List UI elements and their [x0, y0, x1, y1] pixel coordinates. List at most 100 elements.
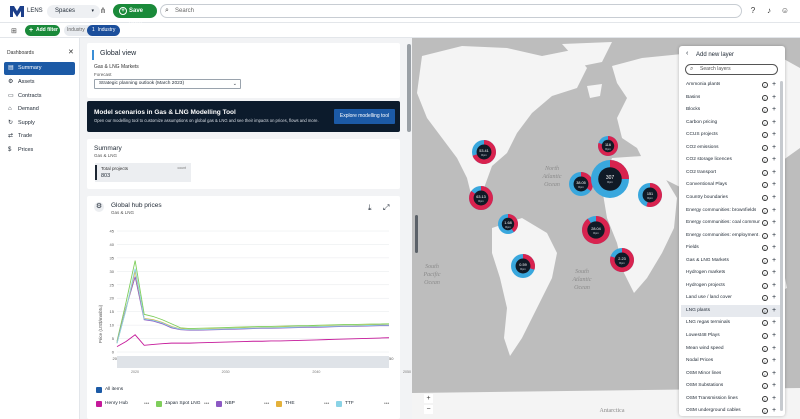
info-icon[interactable]: i — [762, 119, 768, 126]
layer-item[interactable]: OSM Transmission lines i + — [681, 393, 783, 406]
sidebar-item-supply[interactable]: ↻ Supply — [4, 117, 75, 130]
more-icon[interactable]: ••• — [384, 401, 390, 407]
add-layer-icon[interactable]: + — [772, 357, 777, 365]
layer-item[interactable]: Lowest48 Plays i + — [681, 330, 783, 343]
layer-item[interactable]: Mean wind speed i + — [681, 343, 783, 356]
zoom-in-button[interactable]: + — [424, 394, 433, 403]
info-icon[interactable]: i — [762, 207, 768, 214]
lens-logo-icon[interactable] — [10, 6, 24, 17]
layer-item[interactable]: LNG regas terminals i + — [681, 317, 783, 330]
layer-item[interactable]: Hydrogen markets i + — [681, 267, 783, 280]
add-layer-icon[interactable]: + — [772, 369, 777, 377]
layer-item[interactable]: LNG plants i + — [681, 304, 783, 318]
info-icon[interactable]: i — [762, 270, 768, 277]
add-layer-icon[interactable]: + — [772, 319, 777, 327]
info-icon[interactable]: i — [762, 144, 768, 151]
info-icon[interactable]: i — [762, 232, 768, 239]
add-layer-icon[interactable]: + — [772, 181, 777, 189]
layer-item[interactable]: Hydrogen projects i + — [681, 280, 783, 293]
zoom-out-button[interactable]: − — [424, 405, 433, 414]
add-layer-icon[interactable]: + — [772, 407, 777, 415]
info-icon[interactable]: i — [762, 245, 768, 252]
add-layer-icon[interactable]: + — [772, 106, 777, 114]
add-layer-icon[interactable]: + — [772, 156, 777, 164]
map-scroll-handle[interactable] — [415, 215, 418, 253]
add-filter-button[interactable]: + Add filter — [25, 25, 60, 36]
layer-item[interactable]: Blocks i + — [681, 104, 783, 117]
more-icon[interactable]: ••• — [204, 401, 210, 407]
info-icon[interactable]: i — [762, 157, 768, 164]
add-layer-icon[interactable]: + — [772, 281, 777, 289]
share-icon[interactable]: ⋔ — [99, 6, 107, 15]
expand-icon[interactable]: ⤢ — [383, 203, 390, 212]
info-icon[interactable]: i — [762, 107, 768, 114]
info-icon[interactable]: i — [762, 182, 768, 189]
explore-modelling-tool-button[interactable]: Explore modelling tool — [334, 109, 395, 124]
layer-item[interactable]: Conventional Plays i + — [681, 179, 783, 192]
layer-item[interactable]: Fields i + — [681, 242, 783, 255]
bell-icon[interactable]: ♪ — [767, 6, 771, 15]
save-view-button[interactable]: + Save view — [113, 4, 157, 28]
info-icon[interactable]: i — [762, 333, 768, 339]
sidebar-item-contracts[interactable]: ▭ Contracts — [4, 90, 75, 103]
more-icon[interactable]: ••• — [144, 401, 150, 407]
add-layer-icon[interactable]: + — [772, 332, 777, 339]
info-icon[interactable]: i — [762, 282, 768, 289]
forecast-select[interactable]: Strategic planning outlook (March 2023) … — [94, 79, 241, 89]
layer-item[interactable]: CCUS projects i + — [681, 129, 783, 142]
series-line-japan-spot-lng[interactable] — [116, 260, 390, 342]
legend-item-japan-spot-lng[interactable]: Japan Spot LNG ••• — [156, 400, 209, 408]
info-icon[interactable]: i — [762, 358, 768, 365]
add-layer-icon[interactable]: + — [772, 394, 777, 402]
info-icon[interactable]: i — [762, 169, 768, 176]
info-icon[interactable]: i — [762, 307, 768, 314]
legend-item-ttf[interactable]: TTF ••• — [336, 400, 389, 408]
layer-item[interactable]: Nodal Prices i + — [681, 355, 783, 368]
industry-filter-chip[interactable]: Industry 1 Industry — [64, 25, 120, 36]
info-icon[interactable]: i — [762, 383, 768, 390]
layer-item[interactable]: Energy communities: coal communit... i + — [681, 217, 783, 230]
layer-item[interactable]: CO2 storage licences i + — [681, 154, 783, 167]
user-icon[interactable]: ☺ — [780, 6, 790, 15]
download-icon[interactable]: ⤓ — [368, 203, 372, 212]
add-layer-icon[interactable]: + — [772, 269, 777, 277]
scrollbar[interactable] — [407, 44, 411, 132]
info-icon[interactable]: i — [762, 132, 768, 139]
info-icon[interactable]: i — [762, 345, 768, 352]
close-icon[interactable]: ✕ — [68, 49, 74, 56]
layer-item[interactable]: CO2 transport i + — [681, 167, 783, 180]
range-brush[interactable] — [117, 356, 389, 368]
add-layer-icon[interactable]: + — [772, 219, 777, 227]
layer-item[interactable]: OSM Substations i + — [681, 380, 783, 393]
layer-item[interactable]: Land use / land cover i + — [681, 292, 783, 305]
sidebar-item-trade[interactable]: ⇄ Trade — [4, 130, 75, 143]
legend-item-the[interactable]: THE ••• — [276, 400, 329, 408]
add-layer-icon[interactable]: + — [772, 382, 777, 390]
settings-icon[interactable]: ⚙ — [94, 202, 104, 212]
spaces-dropdown[interactable]: Spaces ▾ — [47, 5, 100, 18]
layer-item[interactable]: Carbon pricing i + — [681, 117, 783, 130]
more-icon[interactable]: ••• — [264, 401, 270, 407]
add-layer-icon[interactable]: + — [772, 131, 777, 139]
sidebar-item-summary[interactable]: ▤ Summary — [4, 62, 75, 75]
layer-item[interactable]: OSM underground cables i + — [681, 405, 783, 418]
add-layer-icon[interactable]: + — [772, 168, 777, 176]
series-line-henry-hub[interactable] — [116, 334, 390, 348]
layer-item[interactable]: Basins i + — [681, 92, 783, 105]
add-layer-icon[interactable]: + — [772, 206, 777, 214]
add-layer-icon[interactable]: + — [772, 118, 777, 126]
info-icon[interactable]: i — [762, 257, 768, 264]
add-layer-icon[interactable]: + — [772, 344, 777, 352]
info-icon[interactable]: i — [762, 395, 768, 402]
layers-scrollbar[interactable] — [780, 81, 783, 411]
layer-item[interactable]: Energy communities: employment a... i + — [681, 230, 783, 243]
add-layer-icon[interactable]: + — [772, 244, 777, 252]
layer-item[interactable]: Ammonia plants i + — [681, 79, 783, 92]
